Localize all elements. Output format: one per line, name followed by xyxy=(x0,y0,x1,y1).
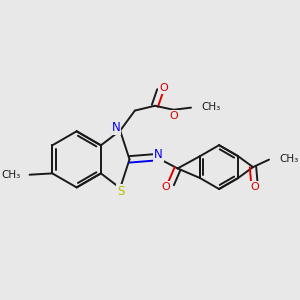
Text: S: S xyxy=(117,185,125,198)
Text: CH₃: CH₃ xyxy=(1,170,20,180)
Text: N: N xyxy=(154,148,163,161)
Text: N: N xyxy=(112,121,121,134)
Text: O: O xyxy=(250,182,259,192)
Text: CH₃: CH₃ xyxy=(279,154,298,164)
Text: O: O xyxy=(159,83,168,93)
Text: O: O xyxy=(170,111,178,121)
Text: CH₃: CH₃ xyxy=(202,102,221,112)
Text: O: O xyxy=(162,182,170,192)
